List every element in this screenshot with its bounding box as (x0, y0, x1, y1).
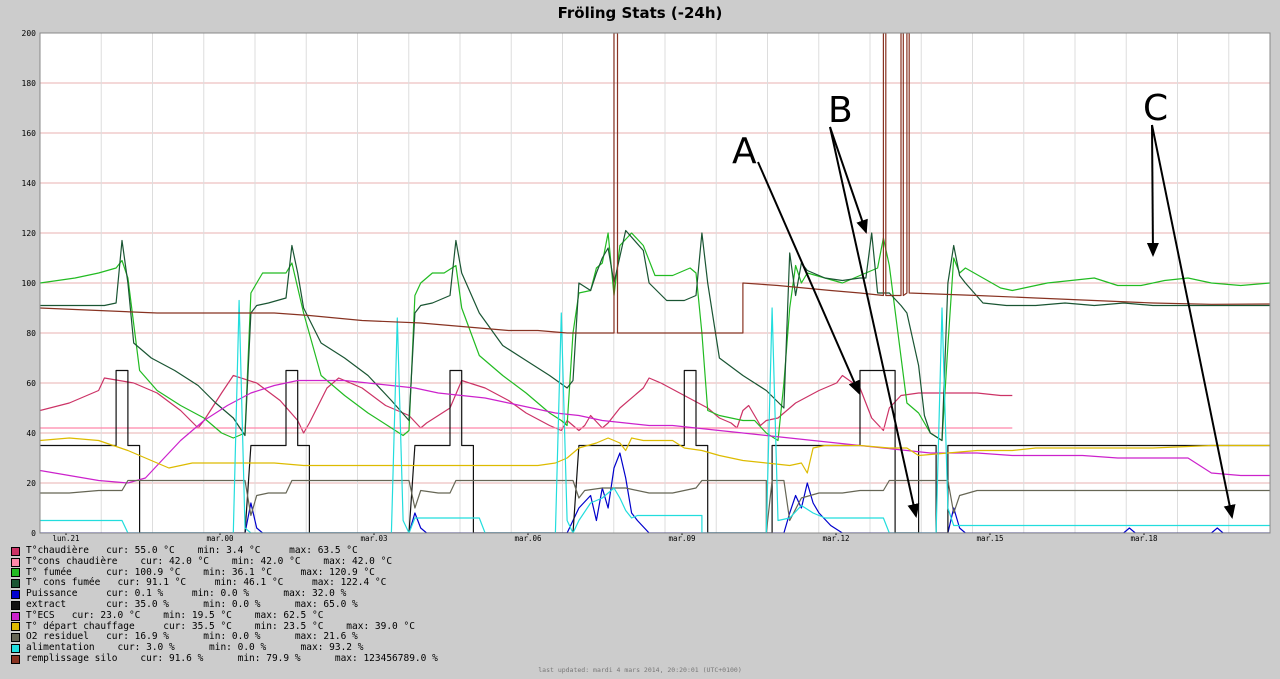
x-tick-label: mar.09 (668, 534, 695, 543)
series-line-6 (40, 379, 1270, 484)
legend-entry: T°ECS cur: 23.0 °C min: 19.5 °C max: 62.… (11, 609, 438, 622)
y-tick-label: 160 (22, 129, 37, 138)
arrow-b2 (829, 126, 920, 518)
arrow-b1 (829, 126, 868, 234)
series-line-3 (40, 229, 1270, 442)
y-axis-ticks: 0 20 40 60 80 100 120 140 160 180 200 (22, 29, 37, 538)
chart-title: Fröling Stats (-24h) (557, 4, 723, 22)
legend-entry: remplissage silo cur: 91.6 % min: 79.9 %… (11, 652, 438, 665)
legend-label: T°cons chaudière cur: 42.0 °C min: 42.0 … (26, 555, 393, 567)
legend-label: T°ECS cur: 23.0 °C min: 19.5 °C max: 62.… (26, 609, 324, 621)
legend-entry: T° cons fumée cur: 91.1 °C min: 46.1 °C … (11, 578, 438, 589)
x-axis-ticks: lun.21 mar.00 mar.03 mar.06 mar.09 mar.12 mar.… (52, 533, 1158, 543)
x-tick-label: lun.21 (52, 534, 79, 543)
legend-label: Puissance cur: 0.1 % min: 0.0 % max: 32.… (26, 588, 347, 600)
series-line-5 (40, 369, 1270, 533)
legend-swatch (11, 644, 20, 654)
annotation-a: A (732, 131, 757, 172)
legend: T°chaudière cur: 55.0 °C min: 3.4 °C max… (11, 545, 438, 665)
y-tick-label: 20 (26, 479, 36, 488)
legend-label: O2 residuel cur: 16.9 % min: 0.0 % max: … (26, 631, 358, 643)
legend-swatch (11, 600, 20, 610)
legend-entry: T° départ chauffage cur: 35.5 °C min: 23… (11, 620, 438, 633)
legend-entry: extract cur: 35.0 % min: 0.0 % max: 65.0… (11, 598, 438, 611)
arrow-c1 (1146, 124, 1159, 257)
legend-label: extract cur: 35.0 % min: 0.0 % max: 65.0… (26, 598, 358, 610)
y-tick-label: 120 (22, 229, 37, 238)
legend-label: alimentation cur: 3.0 % min: 0.0 % max: … (26, 642, 364, 654)
legend-label: T° cons fumée cur: 91.1 °C min: 46.1 °C … (26, 577, 387, 589)
legend-entry: T°chaudière cur: 55.0 °C min: 3.4 °C max… (11, 545, 438, 557)
y-tick-label: 80 (26, 329, 36, 338)
legend-label: T°chaudière cur: 55.0 °C min: 3.4 °C max… (26, 545, 358, 556)
annotation-c: C (1143, 88, 1168, 129)
annotation-b: B (828, 90, 853, 131)
series-line-8 (40, 479, 1270, 533)
legend-swatch (11, 622, 20, 632)
y-tick-label: 60 (26, 379, 36, 388)
y-tick-label: 0 (31, 529, 36, 538)
legend-label: T° fumée cur: 100.9 °C min: 36.1 °C max:… (26, 566, 375, 578)
arrow-c2 (1151, 124, 1236, 519)
x-tick-label: mar.12 (822, 534, 849, 543)
legend-swatch (11, 633, 20, 643)
legend-entry: T° fumée cur: 100.9 °C min: 36.1 °C max:… (11, 566, 438, 579)
y-tick-label: 140 (22, 179, 37, 188)
legend-swatch (11, 611, 20, 621)
legend-swatch (11, 546, 20, 556)
series-group (40, 33, 1270, 533)
plot-frame (39, 32, 1271, 534)
y-tick-label: 100 (22, 279, 37, 288)
legend-entry: Puissance cur: 0.1 % min: 0.0 % max: 32.… (11, 588, 438, 600)
legend-swatch (11, 654, 20, 664)
x-tick-label: mar.03 (360, 534, 387, 543)
legend-label: T° départ chauffage cur: 35.5 °C min: 23… (26, 620, 415, 632)
legend-swatch (11, 568, 20, 578)
legend-swatch (11, 579, 20, 589)
chart-plot: 0 20 40 60 80 100 120 140 160 180 200 lun.21 mar.00… (22, 29, 1271, 543)
series-line-10 (40, 33, 1270, 334)
legend-entry: alimentation cur: 3.0 % min: 0.0 % max: … (11, 642, 438, 654)
y-tick-label: 200 (22, 29, 37, 38)
footer-last-updated: last updated: mardi 4 mars 2014, 20:20:0… (538, 666, 742, 674)
series-line-4 (40, 452, 1270, 533)
legend-label: remplissage silo cur: 91.6 % min: 79.9 %… (26, 652, 438, 664)
arrow-a (757, 161, 860, 395)
annotations: A B C (732, 88, 1236, 519)
legend-swatch (11, 557, 20, 567)
y-tick-label: 40 (26, 429, 36, 438)
x-tick-label: mar.00 (206, 534, 234, 543)
y-tick-label: 180 (22, 79, 37, 88)
legend-entry: O2 residuel cur: 16.9 % min: 0.0 % max: … (11, 632, 438, 643)
x-tick-label: mar.18 (1130, 534, 1158, 543)
series-line-7 (40, 437, 1270, 474)
legend-swatch (11, 590, 20, 600)
series-line-9 (40, 299, 1270, 533)
legend-entry: T°cons chaudière cur: 42.0 °C min: 42.0 … (11, 555, 438, 568)
x-tick-label: mar.15 (976, 534, 1003, 543)
x-tick-label: mar.06 (514, 534, 542, 543)
